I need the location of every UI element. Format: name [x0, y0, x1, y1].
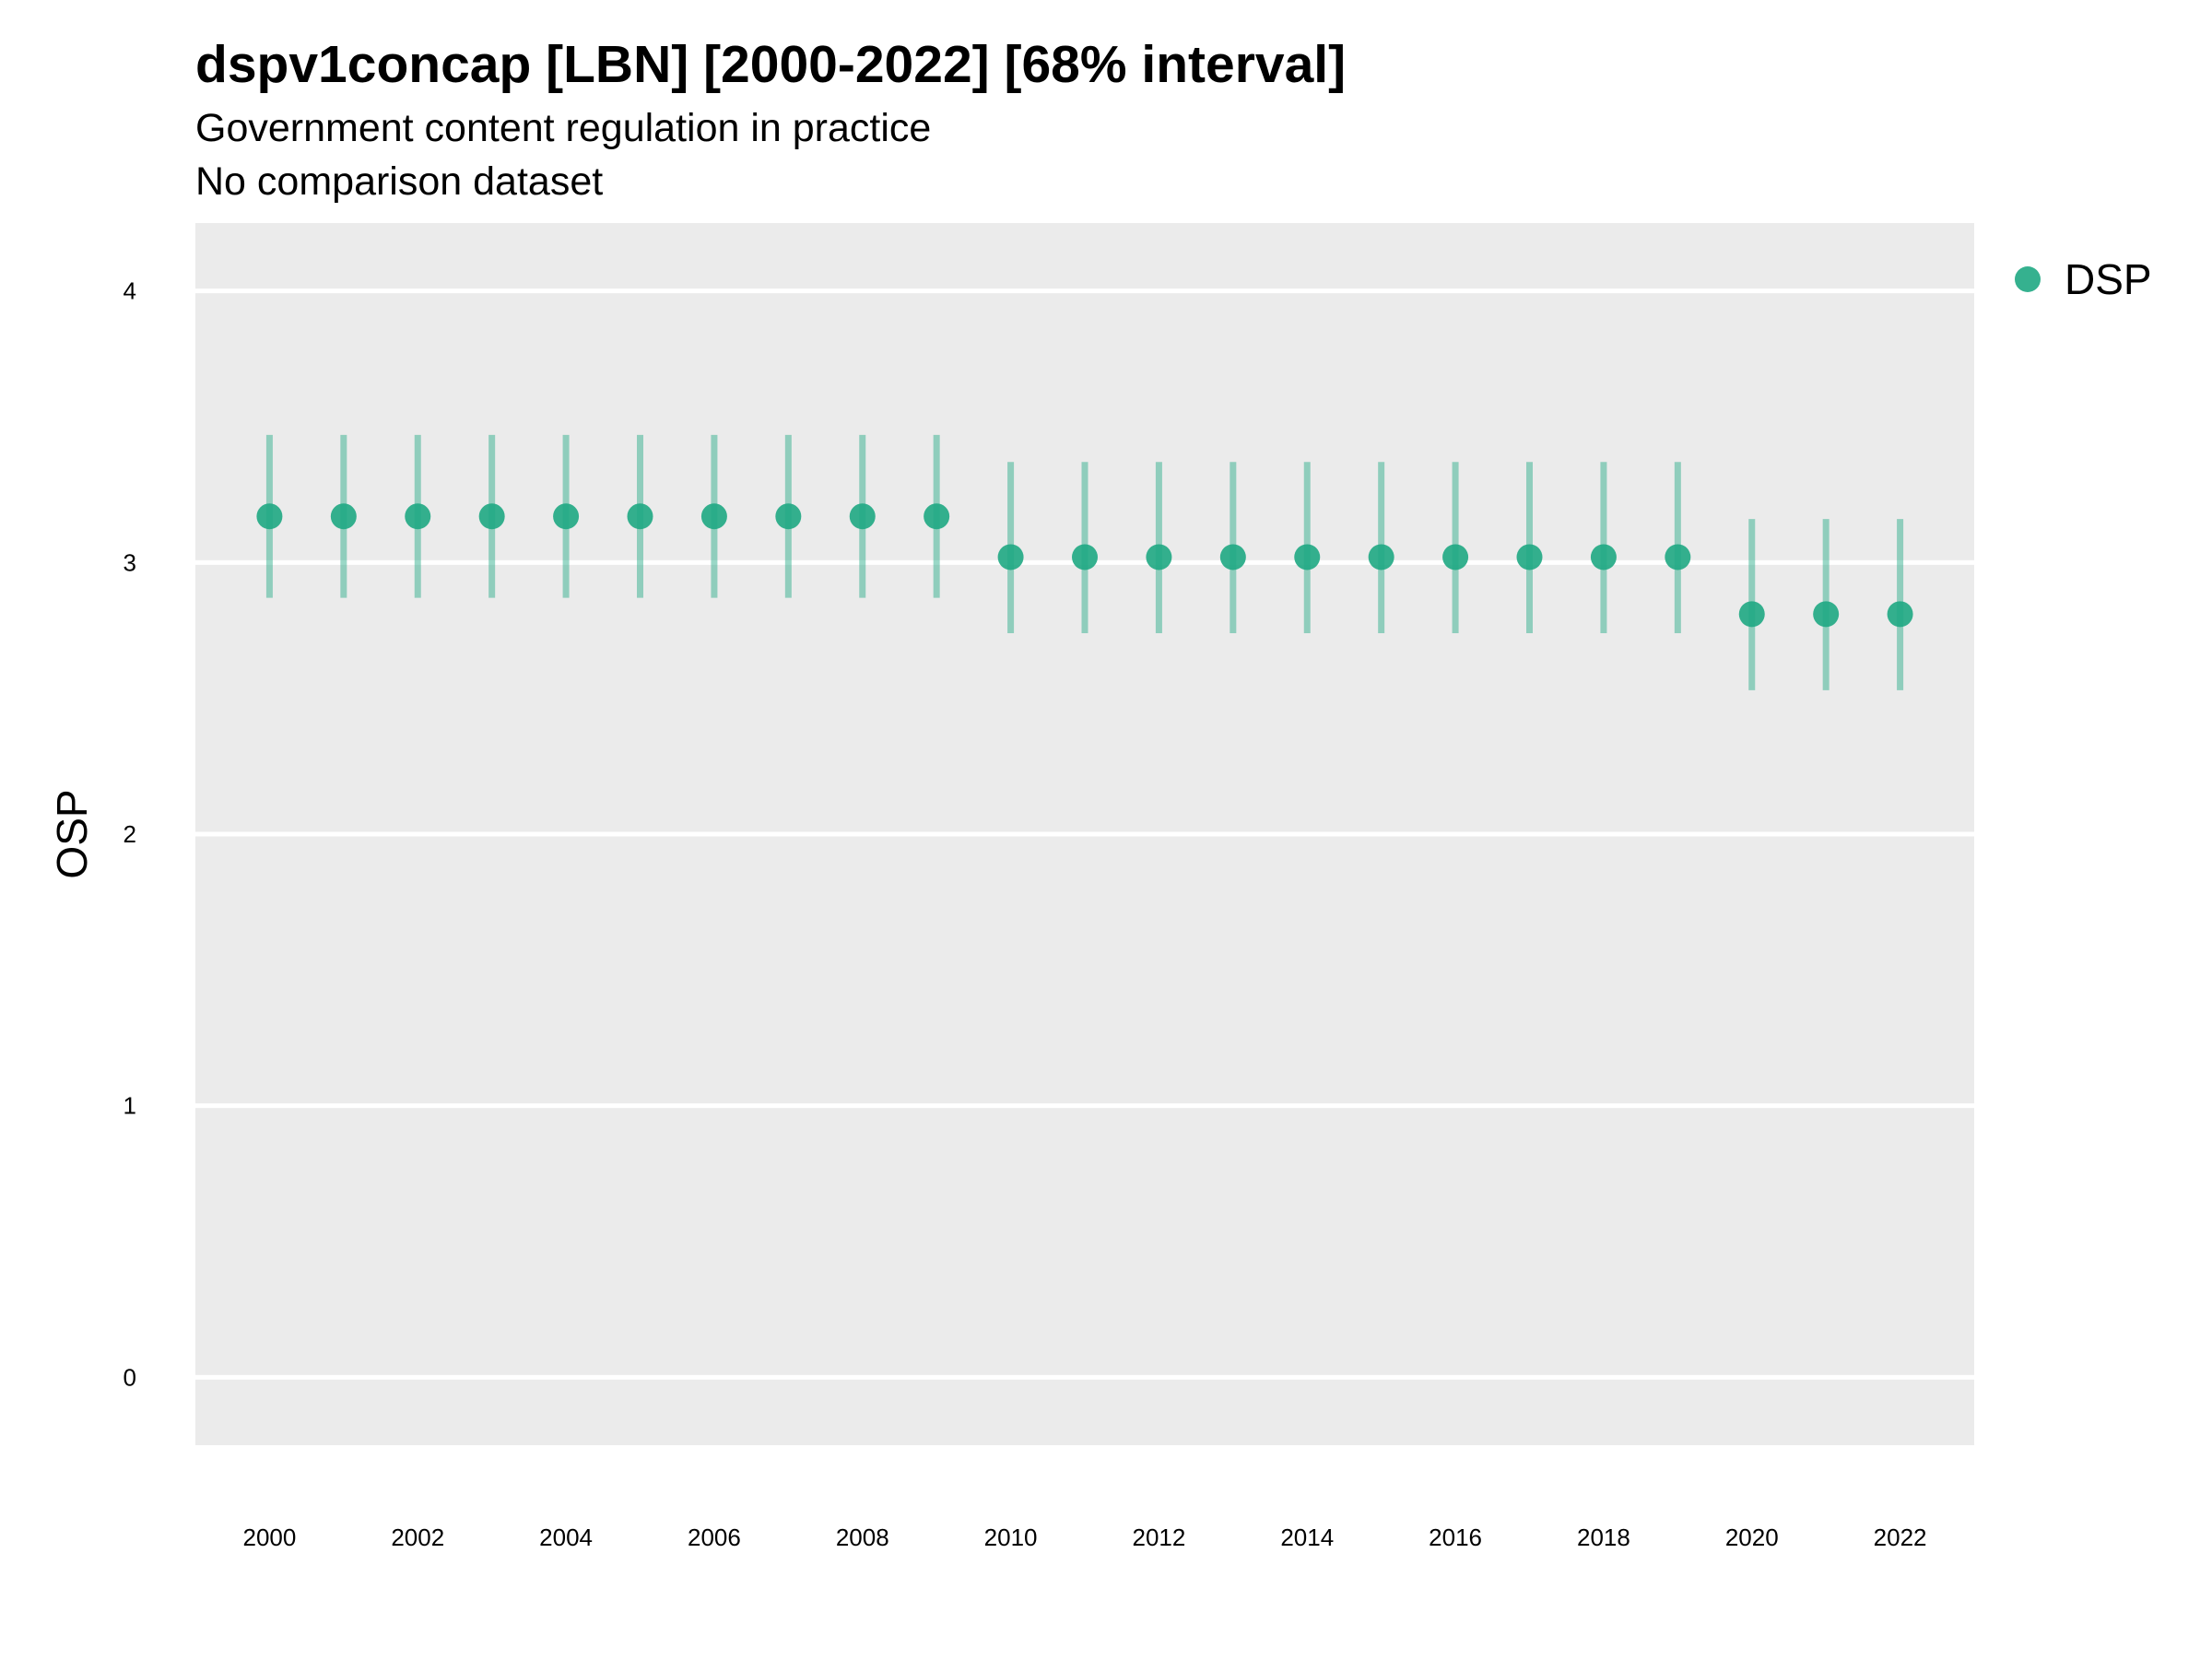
legend: DSP [2015, 255, 2152, 303]
data-point-2013 [1219, 544, 1246, 571]
data-point-2014 [1294, 544, 1321, 571]
data-point-2017 [1516, 544, 1543, 571]
y-tick-label-2: 2 [124, 820, 136, 848]
data-point-2006 [700, 503, 727, 530]
x-tick-label-2000: 2000 [242, 1524, 296, 1551]
chart-subtitle-line-1: Government content regulation in practic… [195, 106, 932, 150]
x-tick-label-2002: 2002 [391, 1524, 444, 1551]
data-point-2008 [849, 503, 876, 530]
x-tick-label-2010: 2010 [984, 1524, 1038, 1551]
y-axis-ticks: 0 1 2 3 4 [124, 277, 136, 1392]
y-tick-label-3: 3 [124, 548, 136, 576]
data-point-2005 [627, 503, 653, 530]
data-point-2016 [1442, 544, 1469, 571]
data-point-2004 [553, 503, 580, 530]
data-point-2015 [1368, 544, 1394, 571]
x-tick-label-2008: 2008 [836, 1524, 889, 1551]
chart-subtitle-line-2: No comparison dataset [195, 159, 604, 204]
x-tick-label-2014: 2014 [1280, 1524, 1334, 1551]
data-point-2003 [478, 503, 505, 530]
data-point-2002 [405, 503, 431, 530]
x-tick-label-2012: 2012 [1132, 1524, 1185, 1551]
data-point-2007 [775, 503, 802, 530]
x-tick-label-2016: 2016 [1429, 1524, 1482, 1551]
x-tick-label-2022: 2022 [1874, 1524, 1927, 1551]
data-point-2001 [330, 503, 357, 530]
x-tick-label-2004: 2004 [539, 1524, 593, 1551]
data-point-2011 [1072, 544, 1098, 571]
y-axis-label: OSP [48, 789, 96, 878]
data-point-2009 [924, 503, 950, 530]
data-point-2022 [1887, 601, 1913, 628]
y-tick-label-4: 4 [124, 277, 136, 305]
data-point-2018 [1590, 544, 1617, 571]
data-point-2012 [1146, 544, 1172, 571]
y-tick-label-0: 0 [124, 1363, 136, 1391]
x-tick-label-2020: 2020 [1725, 1524, 1779, 1551]
legend-key-dsp [2015, 266, 2041, 292]
data-point-2021 [1813, 601, 1840, 628]
data-points [256, 503, 1913, 628]
y-tick-label-1: 1 [124, 1092, 136, 1120]
x-tick-label-2018: 2018 [1577, 1524, 1630, 1551]
legend-label-dsp: DSP [2065, 255, 2152, 303]
data-point-2000 [256, 503, 283, 530]
data-point-2010 [997, 544, 1024, 571]
chart-title: dspv1concap [LBN] [2000-2022] [68% inter… [195, 35, 1347, 94]
x-tick-label-2006: 2006 [688, 1524, 741, 1551]
data-point-2020 [1738, 601, 1765, 628]
data-point-2019 [1665, 544, 1691, 571]
x-axis-ticks: 2000 2002 2004 2006 2008 2010 2012 2014 2016 2018… [242, 1524, 1926, 1551]
